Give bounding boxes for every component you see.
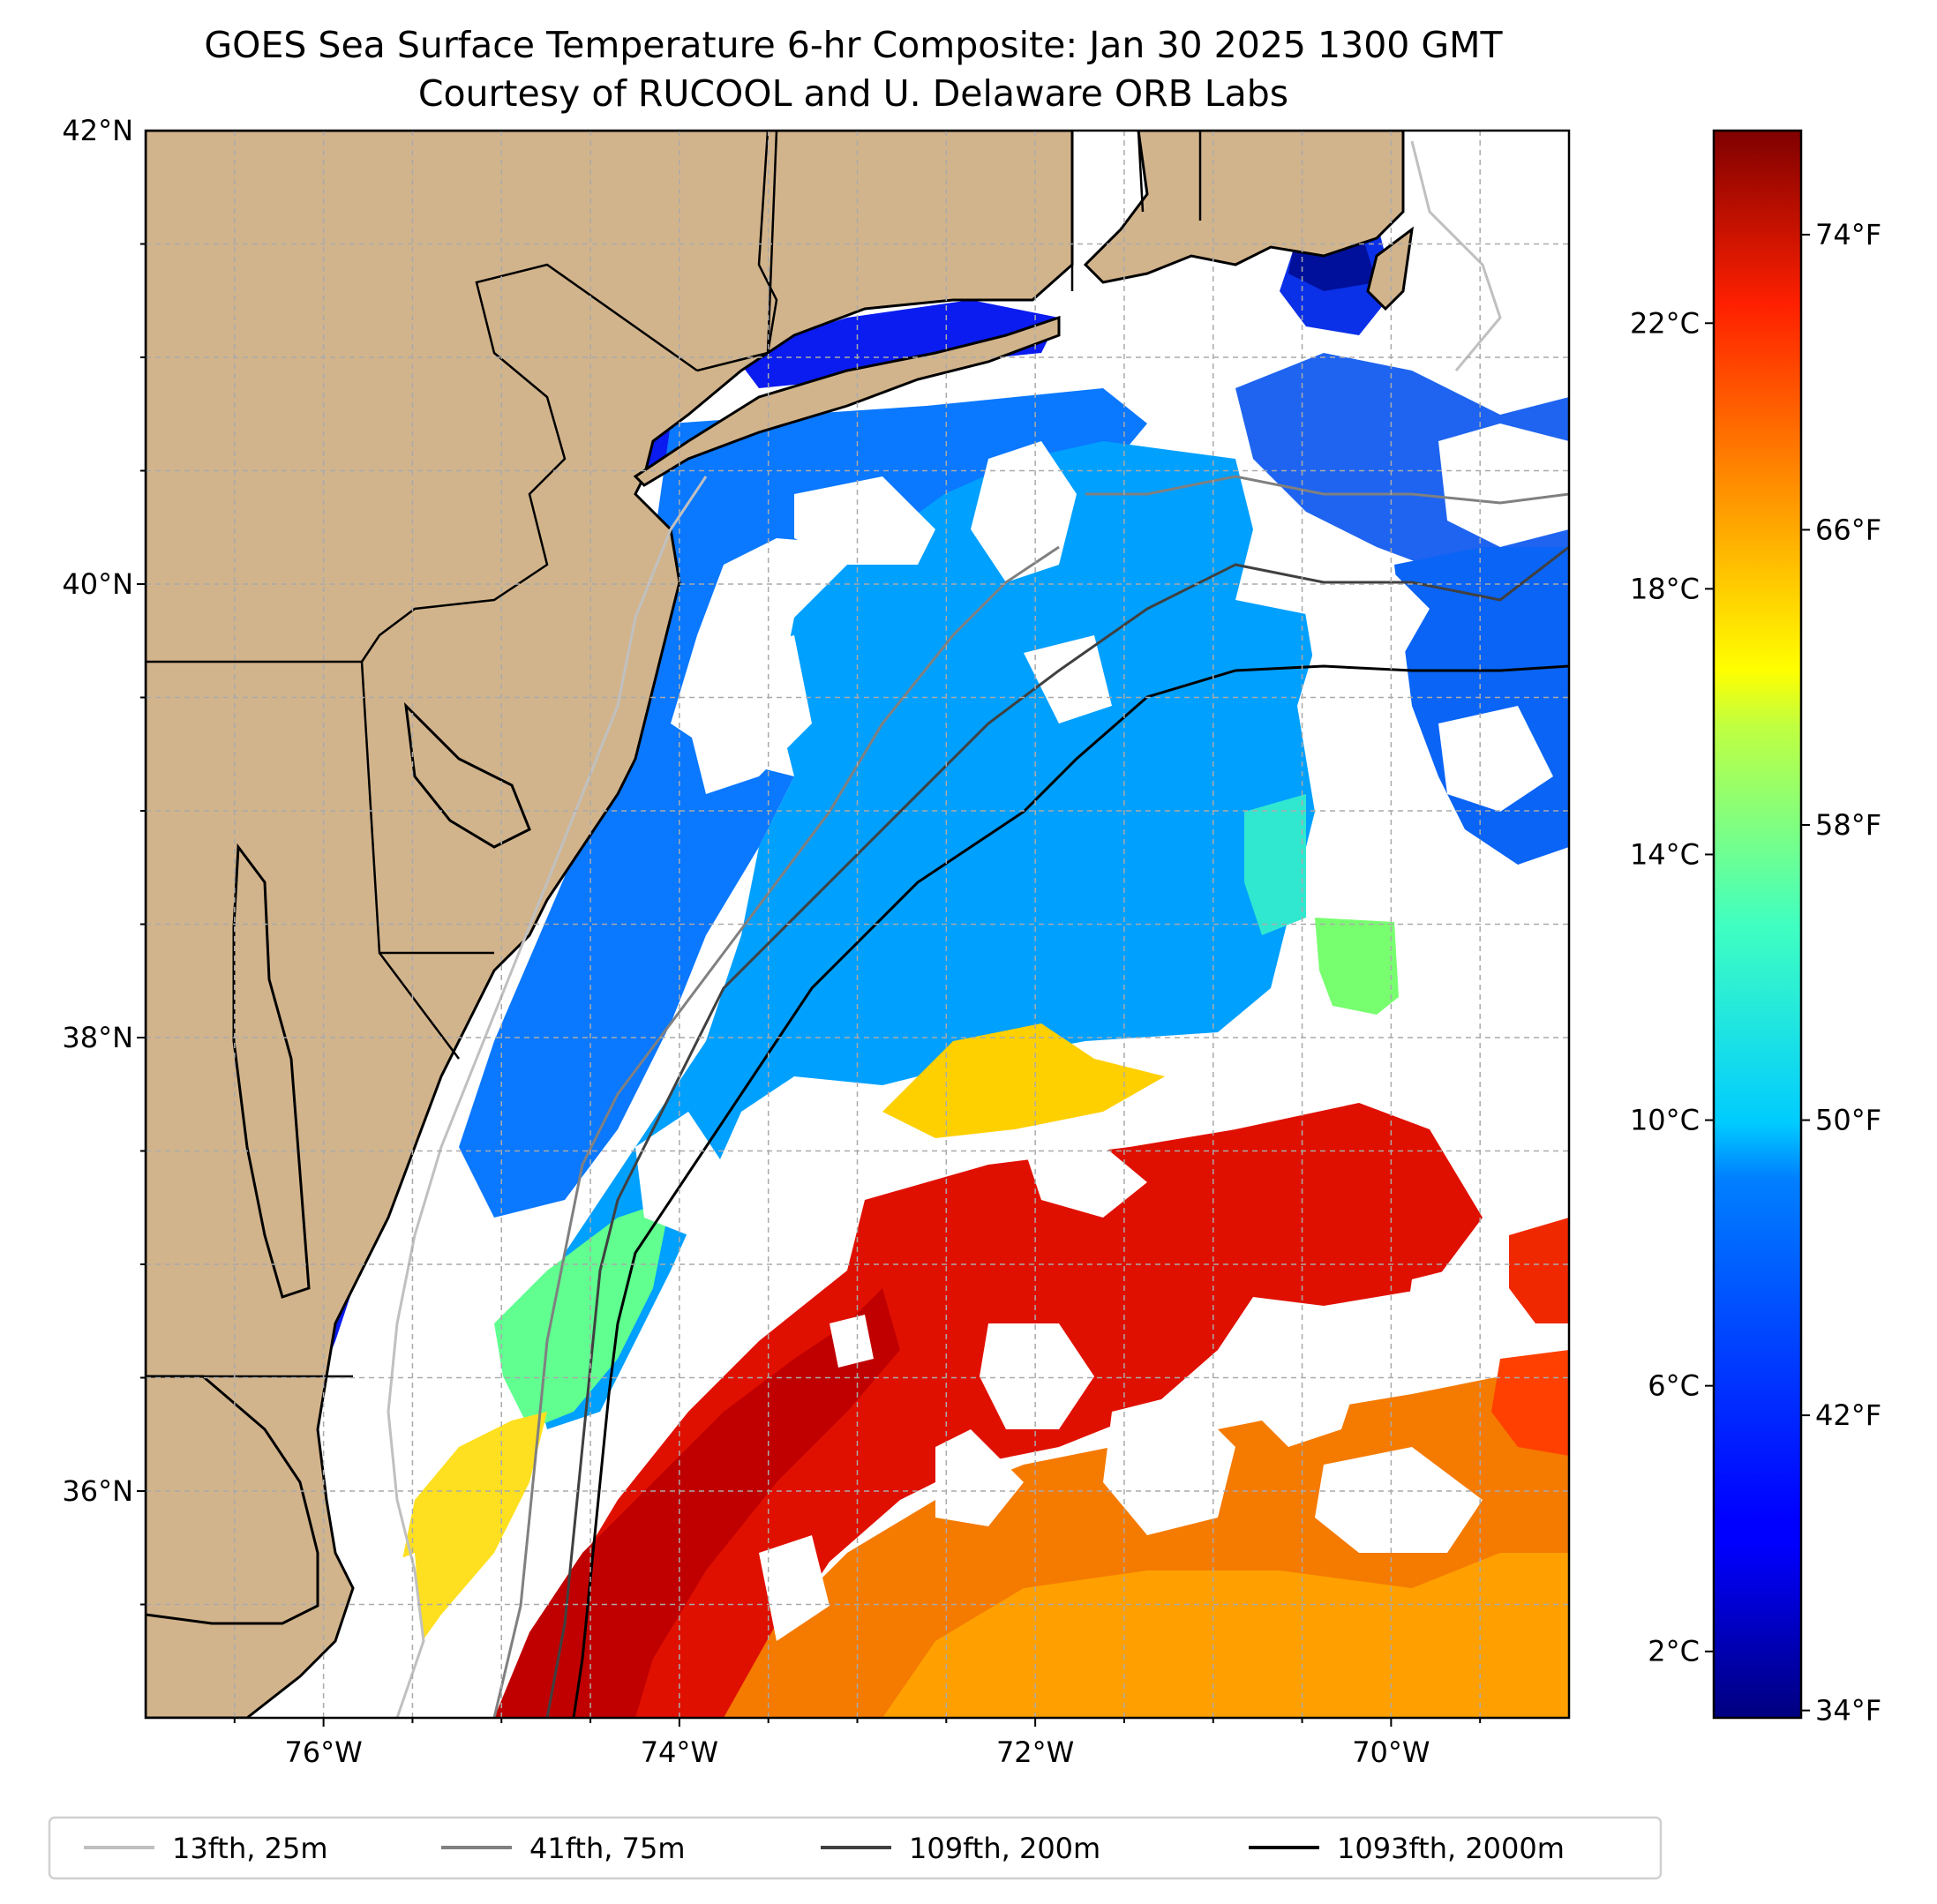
contour-2000m — [572, 664, 1569, 1718]
contour-25m-east — [1410, 140, 1502, 371]
lon-tick-label: 70°W — [1352, 1735, 1430, 1769]
cold-shelf-water — [459, 388, 1147, 1218]
lon-tick-label: 76°W — [284, 1735, 362, 1769]
green-patch — [1315, 918, 1399, 1015]
lat-tick-label: 38°N — [62, 1021, 133, 1054]
long-island-sound-water — [732, 300, 1059, 388]
celsius-tick-label: 6°C — [1648, 1369, 1700, 1403]
bathymetry-contours — [387, 140, 1569, 1718]
contour-75m-east — [1085, 475, 1569, 505]
map-title: GOES Sea Surface Temperature 6-hr Compos… — [204, 24, 1503, 66]
map-subtitle: Courtesy of RUCOOL and U. Delaware ORB L… — [418, 72, 1288, 115]
legend-label: 13fth, 25m — [172, 1832, 327, 1865]
gulf-stream-core — [494, 1288, 900, 1718]
fahrenheit-tick-label: 66°F — [1815, 513, 1881, 546]
map-axis-ticks: 76°W 74°W 72°W 70°W 42°N 40°N 38°N 36°N — [62, 114, 1482, 1769]
legend-label: 109fth, 200m — [909, 1832, 1100, 1865]
cyan-patch — [1244, 794, 1306, 935]
fahrenheit-tick-label: 42°F — [1815, 1398, 1881, 1432]
lat-tick-label: 42°N — [62, 114, 133, 147]
fahrenheit-tick-label: 74°F — [1815, 218, 1881, 251]
celsius-tick-label: 10°C — [1630, 1104, 1700, 1137]
contour-25m — [387, 476, 708, 1718]
colorbar-gradient — [1712, 129, 1803, 1720]
fahrenheit-tick-label: 34°F — [1815, 1694, 1881, 1728]
contour-75m — [492, 545, 1060, 1718]
map-gridlines — [146, 131, 1569, 1718]
celsius-tick-label: 2°C — [1648, 1635, 1700, 1668]
fahrenheit-tick-label: 58°F — [1815, 808, 1881, 842]
contour-200m — [545, 545, 1569, 1718]
legend-entries: 13fth, 25m 41fth, 75m 109fth, 200m 1093fth,… — [84, 1832, 1565, 1865]
warm-east-patch-2 — [1491, 1350, 1569, 1456]
state-borders — [146, 131, 1202, 1378]
celsius-tick-label: 22°C — [1630, 306, 1700, 340]
warm-transition — [882, 1023, 1165, 1138]
colorbar-ticks: 2°C 6°C 10°C 14°C 18°C 22°C 34°F 42°F 50°F 58°F 66… — [1630, 218, 1881, 1728]
celsius-tick-label: 14°C — [1630, 837, 1700, 871]
warm-offshore-south — [882, 1553, 1569, 1718]
contour-legend: 13fth, 25m 41fth, 75m 109fth, 200m 1093fth,… — [48, 1816, 1663, 1880]
lat-tick-label: 36°N — [62, 1474, 133, 1508]
lon-tick-label: 72°W — [996, 1735, 1074, 1769]
legend-label: 41fth, 75m — [529, 1832, 685, 1865]
lon-tick-label: 74°W — [641, 1735, 718, 1769]
lat-tick-label: 40°N — [62, 567, 133, 601]
map-plot-area: 76°W 74°W 72°W 70°W 42°N 40°N 38°N 36°N — [62, 114, 1571, 1769]
colorbar: 2°C 6°C 10°C 14°C 18°C 22°C 34°F 42°F 50°F 58°F 66… — [1630, 129, 1881, 1728]
mainland-land — [146, 131, 1074, 1718]
warm-east-patch — [1509, 1218, 1569, 1323]
fahrenheit-tick-label: 50°F — [1815, 1104, 1881, 1137]
celsius-tick-label: 18°C — [1630, 572, 1700, 605]
legend-label: 1093fth, 2000m — [1337, 1832, 1565, 1865]
shelf-water-mid — [529, 441, 1324, 1429]
cape-cod-land — [1366, 226, 1414, 311]
green-front — [494, 1200, 671, 1429]
north-carolina-land — [146, 1375, 319, 1625]
long-island-land — [633, 315, 1061, 487]
